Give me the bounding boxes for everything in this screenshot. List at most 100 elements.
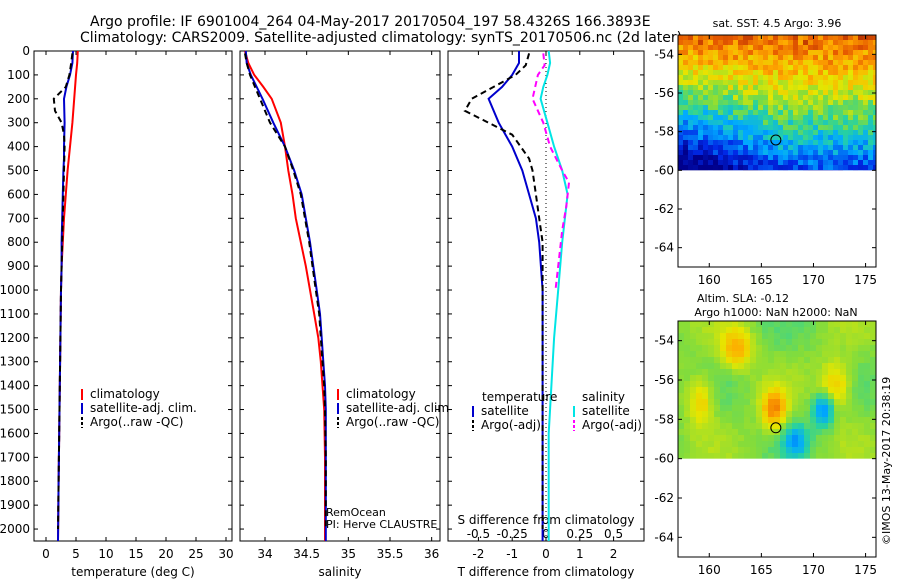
sst_map-cell xyxy=(858,75,863,80)
sst_map-cell xyxy=(773,85,778,90)
sst_map-cell xyxy=(818,45,823,50)
sst_map-cell xyxy=(748,140,753,145)
sst_map-cell xyxy=(788,125,793,130)
sst_map-cell xyxy=(728,135,733,140)
sst_map-cell xyxy=(733,45,738,50)
sla_map-cell xyxy=(696,393,702,399)
sla_map-cell xyxy=(696,447,702,453)
sst_map-cell xyxy=(778,150,783,155)
sst_map-cell xyxy=(838,145,843,150)
sla_map-cell xyxy=(678,429,684,435)
sla_map-cell xyxy=(840,417,846,423)
sst_map-cell xyxy=(818,90,823,95)
sst_map-cell xyxy=(743,115,748,120)
sla_map-cell xyxy=(852,333,858,339)
sla_map-cell xyxy=(726,357,732,363)
sst_map-cell xyxy=(683,60,688,65)
sla_map-cell xyxy=(852,405,858,411)
sla_map-cell xyxy=(714,447,720,453)
sst_map-cell xyxy=(753,90,758,95)
sla_map-cell xyxy=(822,423,828,429)
sst_map-cell xyxy=(723,145,728,150)
sst_map-cell xyxy=(823,80,828,85)
sst_map-lat-tick-label: -58 xyxy=(654,125,674,139)
sst_map-cell xyxy=(703,35,708,40)
sst_map-cell xyxy=(733,80,738,85)
sst_map-cell xyxy=(863,95,868,100)
sst_map-cell xyxy=(848,65,853,70)
sst_map-cell xyxy=(708,160,713,165)
sst_map-cell xyxy=(853,165,858,170)
sla_map-cell xyxy=(696,327,702,333)
sst_map-cell xyxy=(758,125,763,130)
sst_map-cell xyxy=(698,115,703,120)
salinity-panel: 34 34.5 35 35.5 36salinityclimatologysatelli… xyxy=(239,50,453,579)
sst_map-cell xyxy=(753,145,758,150)
sla_map-cell xyxy=(846,369,852,375)
sla_map-cell xyxy=(702,435,708,441)
sla_map-cell xyxy=(810,393,816,399)
sst_map-cell xyxy=(758,40,763,45)
sst_map-cell xyxy=(793,90,798,95)
sla_map-cell xyxy=(768,411,774,417)
sla_map-cell xyxy=(738,387,744,393)
sst_map-cell xyxy=(693,115,698,120)
sst_map-cell xyxy=(703,50,708,55)
sla_map-cell xyxy=(810,453,816,459)
sst_map-cell xyxy=(858,40,863,45)
sst_map-cell xyxy=(768,55,773,60)
sst_map-cell xyxy=(803,145,808,150)
sst_map-cell xyxy=(758,145,763,150)
sst_map-cell xyxy=(763,95,768,100)
sst_map-cell xyxy=(763,85,768,90)
sst_map-cell xyxy=(848,70,853,75)
sla_map-cell xyxy=(744,363,750,369)
sla_map-cell xyxy=(834,375,840,381)
sst_map-cell xyxy=(873,120,876,125)
sst_map-cell xyxy=(783,150,788,155)
sst_map-cell xyxy=(683,155,688,160)
sla_map-cell xyxy=(864,321,870,327)
sla_map-cell xyxy=(798,375,804,381)
sst_map-cell xyxy=(738,165,743,170)
sst_map-cell xyxy=(873,145,876,150)
sst_map-cell xyxy=(743,75,748,80)
sst_map-cell xyxy=(773,115,778,120)
sla_map-cell xyxy=(792,357,798,363)
sst_map-cell xyxy=(683,135,688,140)
sla_map-cell xyxy=(798,345,804,351)
sla_map-cell xyxy=(846,399,852,405)
sla_map-cell xyxy=(870,339,876,345)
sla_map-cell xyxy=(678,453,684,459)
sla_map-cell xyxy=(858,447,864,453)
sst_map-cell xyxy=(723,160,728,165)
sst_map-cell xyxy=(803,115,808,120)
sst_map-cell xyxy=(868,35,873,40)
sla_map-cell xyxy=(792,441,798,447)
sst_map-cell xyxy=(683,85,688,90)
sla_map-cell xyxy=(738,405,744,411)
sla_map-cell xyxy=(714,423,720,429)
sst_map-cell xyxy=(728,35,733,40)
sst_map-cell xyxy=(698,35,703,40)
sla_map-cell xyxy=(852,453,858,459)
sla_map-cell xyxy=(768,375,774,381)
sst_map-cell xyxy=(833,70,838,75)
sst_map-cell xyxy=(808,110,813,115)
difference-t-tick-label: -2 xyxy=(472,547,484,561)
sst_map-cell xyxy=(723,135,728,140)
sst_map-cell xyxy=(813,130,818,135)
sla_map-cell xyxy=(798,387,804,393)
sst_map-cell xyxy=(773,75,778,80)
sla_map-cell xyxy=(864,447,870,453)
sst_map-cell xyxy=(858,120,863,125)
sst_map-cell xyxy=(833,160,838,165)
sst_map-cell xyxy=(858,80,863,85)
sst_map-cell xyxy=(728,160,733,165)
sst_map-cell xyxy=(678,135,683,140)
sla_map-cell xyxy=(720,435,726,441)
sst_map-cell xyxy=(798,70,803,75)
sst_map-cell xyxy=(788,45,793,50)
sla_map-cell xyxy=(798,339,804,345)
sst_map-cell xyxy=(838,160,843,165)
